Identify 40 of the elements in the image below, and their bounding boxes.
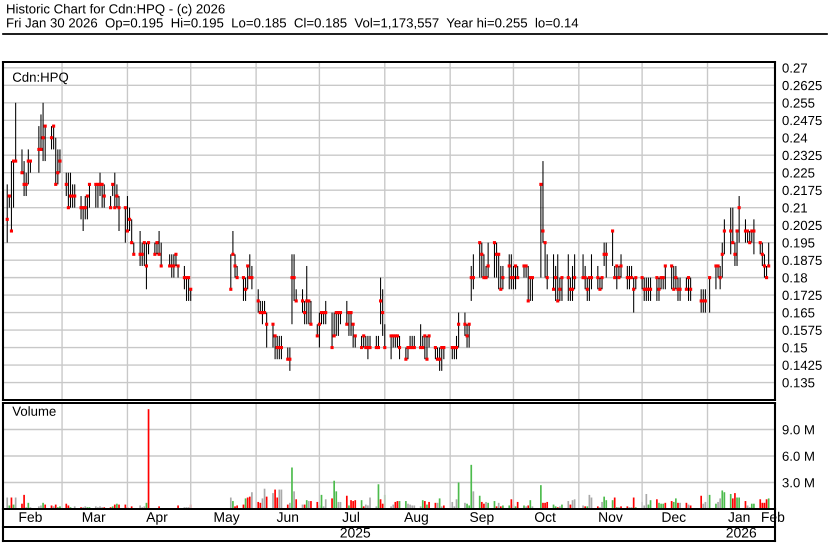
x-tick-label: Aug <box>404 512 428 525</box>
y-tick-label: 6.0 M <box>782 452 814 461</box>
x-tick-label: Nov <box>599 512 623 522</box>
y-tick-label: 9.0 M <box>782 425 814 434</box>
x-tick-label: Dec <box>662 512 686 522</box>
y-tick-label: 0.1875 <box>782 256 822 266</box>
y-tick-label: 0.135 <box>782 378 814 388</box>
x-tick-label: Jan <box>728 512 750 522</box>
y-tick-label: 0.2325 <box>782 150 822 160</box>
y-tick-label: 0.2025 <box>782 220 822 230</box>
text: 2025 <box>340 528 370 538</box>
x-tick-label: Sep <box>470 512 494 525</box>
y-tick-label: 0.165 <box>782 308 814 318</box>
y-tick-label: 0.1575 <box>782 326 822 335</box>
chart-subtitle: Fri Jan 30 2026 Op=0.195 Hi=0.195 Lo=0.185 Cl=0.185 Vol=1,173,557 Year hi=0.255 lo=0.14 <box>7 18 578 30</box>
x-tick-label: Jul <box>342 512 359 522</box>
y-tick-label: 0.1425 <box>782 360 822 370</box>
x-tick-label: Jun <box>276 512 298 522</box>
x-tick-label: Apr <box>146 512 168 525</box>
x-tick-label: Mar <box>82 512 106 522</box>
y-tick-label: 0.15 <box>782 343 808 352</box>
annotation: Cdn:HPQ <box>12 72 68 84</box>
x-tick-label: May <box>214 512 240 525</box>
x-tick-label: Oct <box>534 512 556 522</box>
y-tick-label: 0.2625 <box>782 80 822 90</box>
x-tick-label: Feb <box>20 512 42 522</box>
y-tick-label: 3.0 M <box>782 478 814 488</box>
y-tick-label: 0.255 <box>782 98 814 108</box>
y-tick-label: 0.2175 <box>782 186 822 196</box>
chart-title: Historic Chart for Cdn:HPQ - (c) 2026 <box>7 4 225 16</box>
annotation: Volume <box>12 406 56 416</box>
y-tick-label: 0.225 <box>782 168 814 178</box>
y-tick-label: 0.1725 <box>782 290 822 300</box>
y-tick-label: 0.18 <box>782 273 808 283</box>
y-tick-label: 0.24 <box>782 133 808 143</box>
y-tick-label: 0.195 <box>782 238 814 248</box>
y-tick-label: 0.2475 <box>782 116 822 126</box>
text: 2026 <box>726 528 756 538</box>
y-tick-label: 0.27 <box>782 63 807 73</box>
y-tick-label: 0.21 <box>782 203 807 213</box>
